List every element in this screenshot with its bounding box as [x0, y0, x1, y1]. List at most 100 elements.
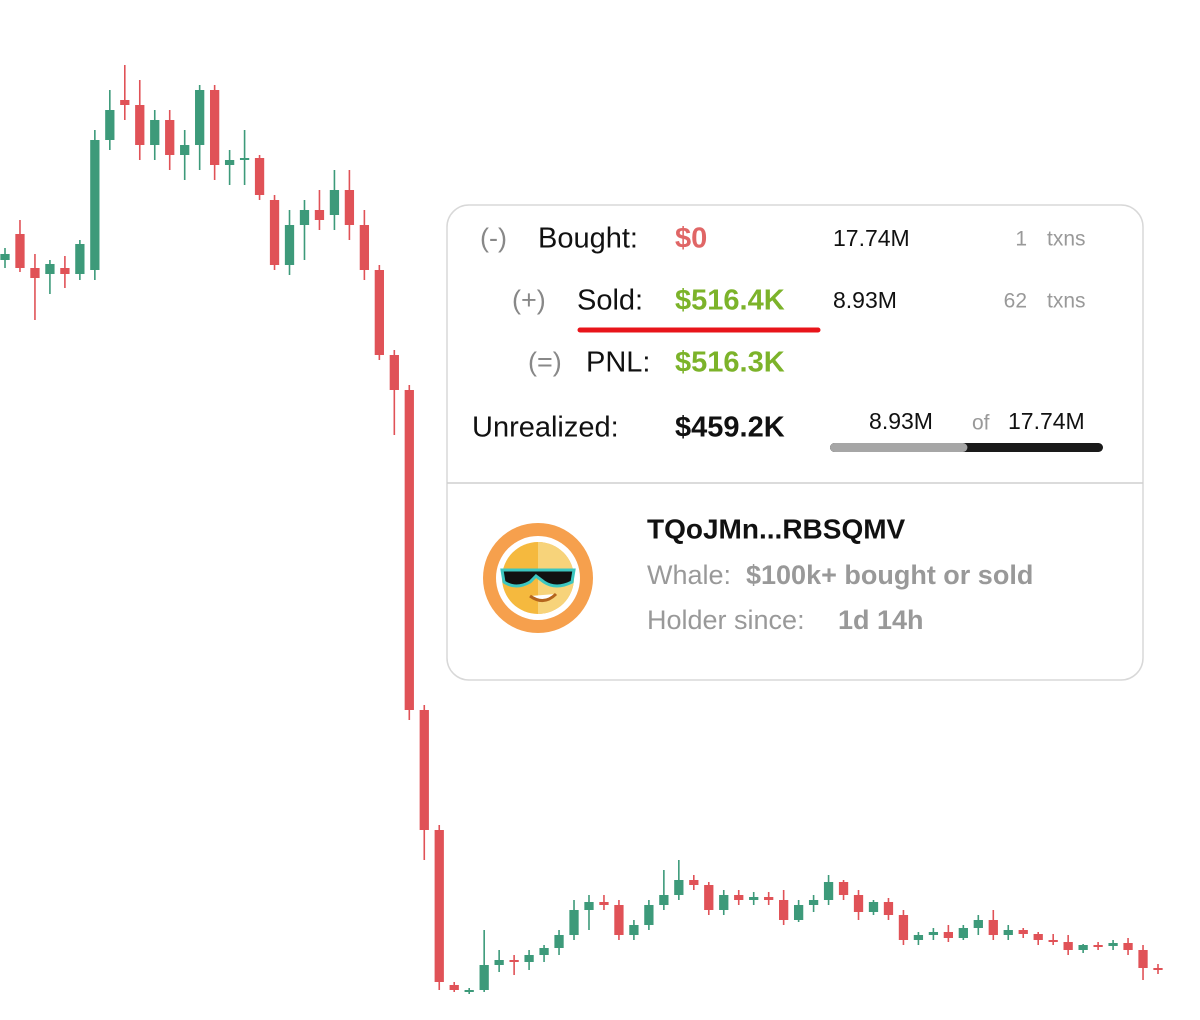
- candle-body: [928, 932, 939, 935]
- candle-body: [823, 882, 834, 900]
- candle-body: [389, 355, 399, 390]
- candle-body: [779, 900, 789, 920]
- amount: $516.4K: [675, 285, 785, 317]
- candle-body: [224, 160, 235, 165]
- candle-body: [1033, 934, 1043, 940]
- candle-body: [0, 254, 10, 260]
- txns-count: 1: [1015, 228, 1027, 251]
- sign: (+): [512, 285, 546, 315]
- candle-body: [299, 210, 310, 225]
- txns-count: 62: [1004, 290, 1027, 313]
- candle-body: [209, 90, 220, 165]
- candle-body: [15, 234, 25, 268]
- candle-body: [195, 90, 205, 145]
- candle-body: [1018, 930, 1028, 934]
- candle-body: [180, 145, 190, 155]
- wallet-card: (-) Bought: $0 17.74M 1 txns (+) Sold: $…: [446, 204, 1144, 681]
- candle-body: [359, 225, 370, 270]
- candle-body: [509, 960, 519, 962]
- candle-body: [704, 885, 714, 910]
- candle-body: [464, 990, 474, 992]
- candle-body: [239, 158, 250, 160]
- label: Bought:: [538, 223, 638, 255]
- candle-body: [75, 244, 85, 274]
- candle-body: [584, 902, 594, 910]
- candle-body: [749, 897, 759, 900]
- candle-body: [988, 920, 998, 935]
- candle-body: [853, 895, 864, 912]
- total: 17.74M: [1008, 408, 1085, 434]
- candle-body: [734, 895, 744, 900]
- candle-body: [808, 900, 819, 905]
- candle-body: [479, 965, 489, 990]
- whale-label: Whale:: [647, 560, 731, 590]
- candle-body: [958, 928, 968, 938]
- progress-held: [830, 443, 968, 452]
- tokens: 8.93M: [833, 287, 897, 313]
- txns: txns: [1047, 290, 1086, 313]
- candle-body: [883, 902, 894, 915]
- candle-body: [269, 200, 280, 265]
- candle-body: [614, 905, 624, 935]
- candle-body: [943, 932, 954, 938]
- candle-body: [45, 264, 55, 274]
- label: PNL:: [586, 347, 650, 379]
- candle-body: [644, 905, 654, 925]
- candle-body: [374, 270, 384, 355]
- candle-body: [524, 955, 534, 962]
- candle-body: [120, 100, 130, 105]
- candle-body: [719, 895, 729, 910]
- candle-body: [569, 910, 579, 935]
- held: 8.93M: [869, 408, 933, 434]
- candle-body: [150, 120, 160, 145]
- candle-body: [793, 905, 804, 920]
- candle-body: [284, 225, 295, 265]
- label: Unrealized:: [472, 412, 619, 444]
- candle-body: [1048, 940, 1058, 942]
- candle-body: [973, 920, 983, 928]
- sign: (-): [480, 223, 507, 253]
- candle-body: [868, 902, 879, 912]
- candle-body: [105, 110, 115, 140]
- candle-body: [674, 880, 684, 895]
- holder-value: 1d 14h: [838, 605, 924, 635]
- candle-body: [1003, 930, 1013, 935]
- candle-body: [764, 897, 774, 900]
- candle-body: [419, 710, 429, 830]
- candle-body: [1093, 945, 1103, 947]
- tokens: 17.74M: [833, 225, 910, 251]
- txns: txns: [1047, 228, 1086, 251]
- candle-body: [1078, 945, 1088, 950]
- candle-body: [1153, 968, 1163, 970]
- candle-body: [329, 190, 340, 215]
- candle-body: [1063, 942, 1073, 950]
- candle-body: [1108, 943, 1118, 946]
- candle-body: [539, 948, 549, 955]
- candle-body: [30, 268, 40, 278]
- wallet-address: TQoJMn...RBSQMV: [647, 513, 906, 544]
- candle-body: [689, 880, 699, 885]
- holder-label: Holder since:: [647, 605, 805, 635]
- candle-body: [165, 120, 175, 155]
- whale-value: $100k+ bought or sold: [746, 560, 1033, 590]
- candle-body: [629, 925, 639, 935]
- candle-body: [659, 895, 669, 905]
- amount: $516.3K: [675, 347, 785, 379]
- candle-body: [913, 935, 924, 940]
- avatar: [483, 523, 593, 633]
- candle-body: [1138, 950, 1148, 968]
- label: Sold:: [577, 285, 643, 317]
- candle-body: [434, 830, 444, 982]
- sign: (=): [528, 347, 562, 377]
- candlestick-chart: [0, 65, 1163, 994]
- candle-body: [898, 915, 909, 940]
- candle-body: [314, 210, 325, 220]
- candle-body: [404, 390, 414, 710]
- amount: $459.2K: [675, 412, 785, 444]
- candle-body: [494, 960, 504, 965]
- candle-body: [344, 190, 355, 225]
- candle-body: [554, 935, 564, 948]
- candle-body: [90, 140, 100, 270]
- candle-body: [1123, 943, 1133, 950]
